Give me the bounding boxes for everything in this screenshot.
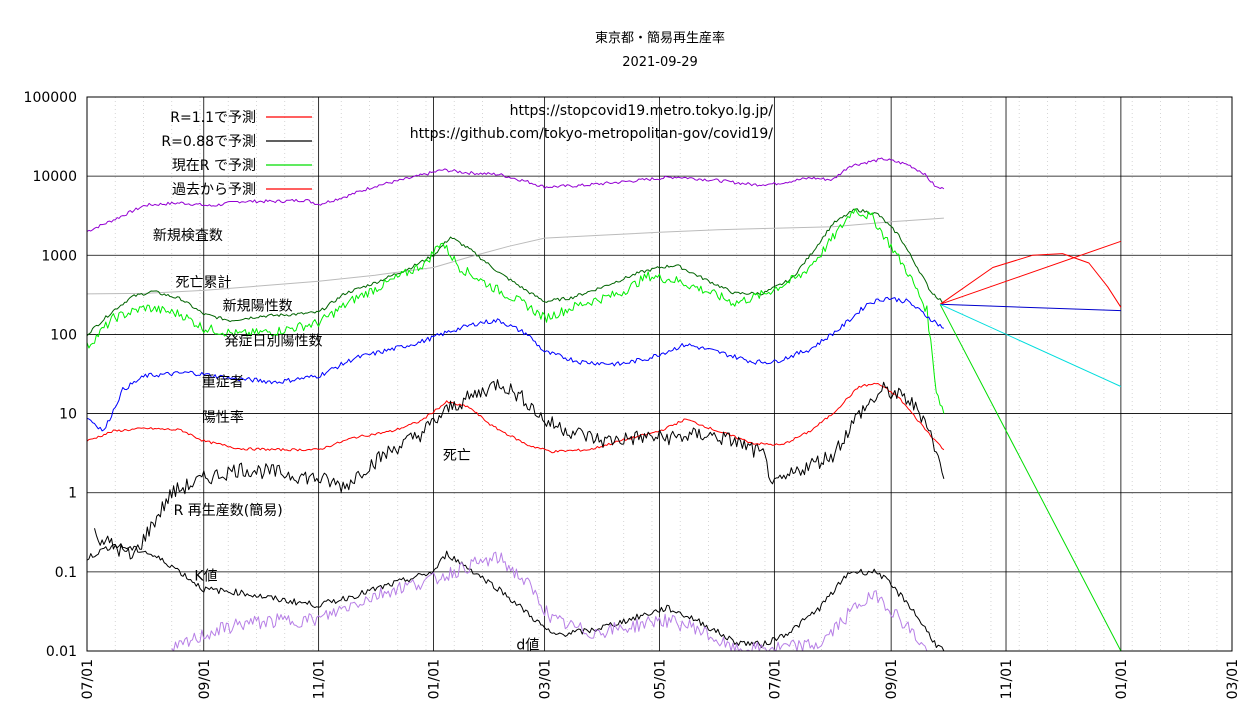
x-tick-label: 11/01 xyxy=(312,659,328,699)
series-line-R-value xyxy=(86,543,945,652)
series-line-severe xyxy=(86,296,945,432)
x-tick-label: 01/01 xyxy=(1114,659,1130,699)
series-line-deaths xyxy=(94,379,945,560)
x-tick-label: 07/01 xyxy=(80,659,96,699)
x-tick-label: 01/01 xyxy=(427,659,443,699)
y-tick-label: 1000 xyxy=(41,248,77,264)
series-line-new-positive xyxy=(86,208,945,337)
grid xyxy=(86,96,1233,652)
x-tick-label: 11/01 xyxy=(999,659,1015,699)
x-tick-label: 05/01 xyxy=(653,659,669,699)
y-tick-label: 100 xyxy=(50,327,77,343)
series-annotation: 死亡累計 xyxy=(176,275,232,291)
y-tick-label: 1 xyxy=(68,486,77,502)
x-tick-label: 09/01 xyxy=(197,659,213,699)
x-tick-label: 09/01 xyxy=(884,659,900,699)
series-group xyxy=(86,157,1122,652)
plot-frame xyxy=(86,96,1233,652)
series-line-forecast-r088 xyxy=(940,303,1121,312)
y-tick-label: 0.01 xyxy=(46,644,77,660)
series-annotation: 新規陽性数 xyxy=(223,299,293,315)
chart-title: 東京都・簡易再生産率 xyxy=(595,30,725,46)
series-annotation: R 再生産数(簡易) xyxy=(174,503,283,519)
series-annotation: 発症日別陽性数 xyxy=(224,334,322,350)
series-annotation: 新規検査数 xyxy=(153,228,223,244)
series-line-cum-deaths xyxy=(86,217,944,295)
series-annotation: 重症者 xyxy=(202,374,244,390)
axes: 07/01 09/01 11/01 01/01 03/01 05/01 07/01 09/01… xyxy=(24,90,1241,699)
legend-label: R=1.1で予測 xyxy=(170,110,256,126)
series-line-onset-positive xyxy=(86,208,945,414)
source-url-2: https://github.com/tokyo-metropolitan-go… xyxy=(410,126,774,142)
series-line-tests xyxy=(86,157,945,232)
series-line-forecast-past xyxy=(939,253,1122,308)
series-line-forecast-r11 xyxy=(939,240,1122,305)
y-tick-label: 0.1 xyxy=(55,565,77,581)
legend-label: R=0.88で予測 xyxy=(161,134,256,150)
legend-label: 現在R で予測 xyxy=(172,158,256,174)
y-tick-label: 10 xyxy=(59,407,77,423)
series-annotation: K値 xyxy=(194,568,217,584)
series-annotation: 陽性率 xyxy=(202,409,244,426)
y-tick-label: 100000 xyxy=(24,90,77,106)
series-line-forecast-cyan xyxy=(939,303,1122,387)
x-tick-label: 03/01 xyxy=(538,659,554,699)
series-annotation: 死亡 xyxy=(443,448,471,464)
x-tick-label: 03/01 xyxy=(1225,659,1241,699)
source-url-1: https://stopcovid19.metro.tokyo.lg.jp/ xyxy=(510,103,774,119)
chart-subtitle: 2021-09-29 xyxy=(622,55,698,70)
series-line-positivity-rate xyxy=(86,382,945,454)
x-tick-label: 07/01 xyxy=(767,659,783,699)
series-annotation: d値 xyxy=(516,637,539,653)
y-tick-label: 10000 xyxy=(32,169,77,185)
series-line-forecast-current-r xyxy=(939,304,1122,652)
legend-label: 過去から予測 xyxy=(172,182,256,198)
series-line-K-value xyxy=(171,551,928,652)
